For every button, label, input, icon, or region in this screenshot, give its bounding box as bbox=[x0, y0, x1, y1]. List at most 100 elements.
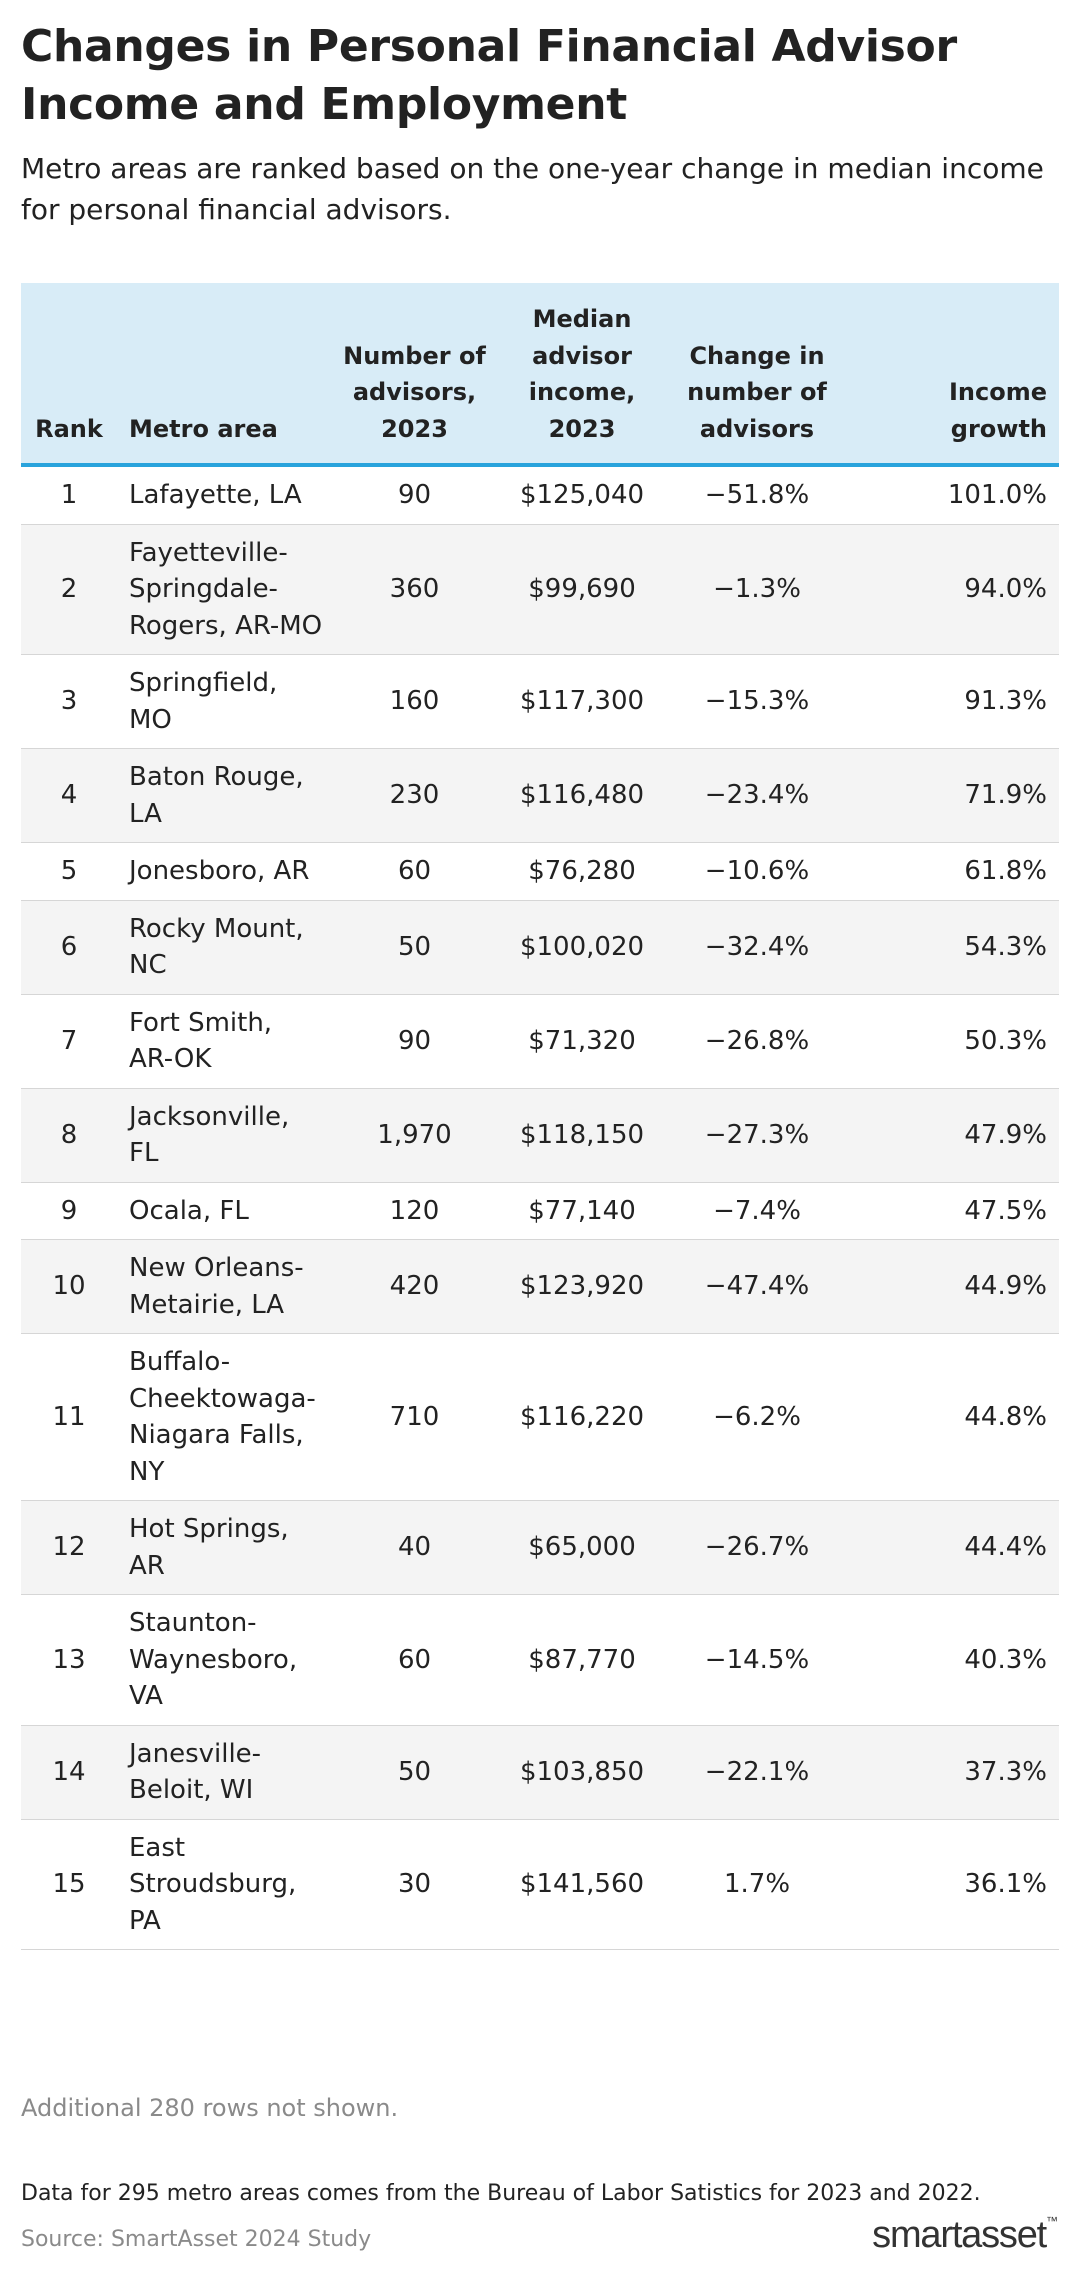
number-of-advisors-cell: 120 bbox=[389, 1195, 440, 1226]
income-growth-cell: 44.9% bbox=[964, 1271, 1047, 1302]
rank-cell: 5 bbox=[60, 856, 78, 886]
header-median-income: Median advisor income, 2023 bbox=[497, 283, 667, 465]
income-growth-cell: 50.3% bbox=[964, 1025, 1047, 1056]
income-growth-cell: 40.3% bbox=[964, 1644, 1047, 1675]
rank-cell: 2 bbox=[60, 574, 78, 604]
number-of-advisors-cell: 90 bbox=[397, 1025, 432, 1056]
income-growth-cell: 94.0% bbox=[964, 574, 1047, 604]
trademark-mark: ™ bbox=[1046, 2214, 1058, 2228]
table-row: 3 Springfield, MO 160 $117,300 −15.3% 91.3% bbox=[21, 655, 1059, 749]
number-of-advisors-cell: 360 bbox=[389, 574, 440, 604]
metro-area-cell: Baton Rouge, LA bbox=[129, 762, 304, 829]
table-row: 14 Janesville-Beloit, WI 50 $103,850 −22.1% 3… bbox=[21, 1725, 1059, 1819]
change-in-advisors-cell: −7.4% bbox=[713, 1195, 801, 1226]
number-of-advisors-cell: 30 bbox=[397, 1869, 432, 1899]
metro-area-cell: Hot Springs, AR bbox=[129, 1514, 289, 1581]
median-income-cell: $125,040 bbox=[519, 480, 645, 510]
metro-area-cell: Buffalo-Cheektowaga-Niagara Falls, NY bbox=[129, 1347, 316, 1487]
income-growth-cell: 44.8% bbox=[964, 1401, 1047, 1432]
table-header-row: Rank Metro area Number of advisors, 2023… bbox=[21, 283, 1059, 465]
smartasset-logo: smartasset™ bbox=[872, 2214, 1058, 2257]
header-rank: Rank bbox=[21, 283, 117, 465]
number-of-advisors-cell: 1,970 bbox=[377, 1119, 452, 1150]
number-of-advisors-cell: 50 bbox=[397, 1756, 432, 1787]
median-income-cell: $117,300 bbox=[519, 686, 645, 717]
median-income-cell: $116,220 bbox=[519, 1401, 645, 1432]
median-income-cell: $123,920 bbox=[519, 1271, 645, 1302]
rank-cell: 9 bbox=[60, 1195, 78, 1226]
data-note: Data for 295 metro areas comes from the … bbox=[21, 2181, 981, 2206]
table-row: 6 Rocky Mount, NC 50 $100,020 −32.4% 54.3% bbox=[21, 900, 1059, 994]
income-growth-cell: 47.9% bbox=[964, 1119, 1047, 1150]
table-body: 1 Lafayette, LA 90 $125,040 −51.8% 101.0% 2 Fay… bbox=[21, 465, 1059, 1950]
metro-area-cell: Staunton-Waynesboro, VA bbox=[129, 1608, 298, 1711]
median-income-cell: $103,850 bbox=[519, 1756, 645, 1787]
source-note: Source: SmartAsset 2024 Study bbox=[21, 2227, 372, 2252]
rank-cell: 10 bbox=[52, 1271, 86, 1302]
table-row: 4 Baton Rouge, LA 230 $116,480 −23.4% 71.9% bbox=[21, 748, 1059, 843]
change-in-advisors-cell: −22.1% bbox=[704, 1756, 810, 1787]
change-in-advisors-cell: −32.4% bbox=[704, 931, 810, 962]
header-income-growth: Income growth bbox=[847, 283, 1059, 465]
table-row: 9 Ocala, FL 120 $77,140 −7.4% 47.5% bbox=[21, 1182, 1059, 1240]
metro-area-cell: Ocala, FL bbox=[129, 1195, 249, 1226]
change-in-advisors-cell: −26.8% bbox=[704, 1025, 810, 1056]
rank-cell: 3 bbox=[60, 686, 78, 717]
income-growth-cell: 36.1% bbox=[964, 1869, 1047, 1899]
income-growth-cell: 91.3% bbox=[964, 686, 1047, 717]
median-income-cell: $76,280 bbox=[528, 856, 636, 886]
change-in-advisors-cell: −15.3% bbox=[704, 686, 810, 717]
table-row: 5 Jonesboro, AR 60 $76,280 −10.6% 61.8% bbox=[21, 843, 1059, 900]
number-of-advisors-cell: 230 bbox=[389, 780, 440, 811]
metro-area-cell: Rocky Mount, NC bbox=[129, 913, 304, 981]
rank-cell: 1 bbox=[60, 480, 78, 510]
income-growth-cell: 37.3% bbox=[964, 1756, 1047, 1787]
change-in-advisors-cell: −47.4% bbox=[704, 1271, 810, 1302]
number-of-advisors-cell: 60 bbox=[397, 1644, 432, 1675]
header-number-of-advisors: Number of advisors, 2023 bbox=[332, 283, 497, 465]
rank-cell: 12 bbox=[52, 1532, 86, 1563]
metro-area-cell: Lafayette, LA bbox=[129, 480, 302, 510]
metro-area-cell: Springfield, MO bbox=[129, 668, 278, 735]
median-income-cell: $116,480 bbox=[519, 780, 645, 811]
table-row: 10 New Orleans-Metairie, LA 420 $123,920 −47… bbox=[21, 1239, 1059, 1334]
change-in-advisors-cell: −51.8% bbox=[704, 480, 810, 510]
median-income-cell: $118,150 bbox=[519, 1119, 645, 1150]
number-of-advisors-cell: 160 bbox=[389, 686, 440, 717]
metro-area-cell: Jacksonville, FL bbox=[129, 1101, 290, 1169]
rank-cell: 8 bbox=[60, 1119, 78, 1150]
metro-area-cell: Janesville-Beloit, WI bbox=[129, 1738, 262, 1806]
rank-cell: 11 bbox=[52, 1401, 86, 1432]
median-income-cell: $87,770 bbox=[528, 1644, 636, 1675]
chart-title: Changes in Personal Financial Advisor In… bbox=[21, 21, 957, 130]
chart-subtitle: Metro areas are ranked based on the one-… bbox=[21, 152, 1044, 226]
table-row: 7 Fort Smith, AR-OK 90 $71,320 −26.8% 50.3% bbox=[21, 994, 1059, 1088]
income-growth-cell: 47.5% bbox=[964, 1195, 1047, 1226]
logo-text: smartasset bbox=[872, 2214, 1047, 2256]
median-income-cell: $65,000 bbox=[528, 1532, 636, 1563]
median-income-cell: $100,020 bbox=[519, 931, 645, 962]
income-growth-cell: 54.3% bbox=[964, 931, 1047, 962]
header-change-in-advisors: Change in number of advisors bbox=[667, 283, 847, 465]
change-in-advisors-cell: −6.2% bbox=[713, 1401, 801, 1432]
data-table: Rank Metro area Number of advisors, 2023… bbox=[21, 283, 1059, 1950]
median-income-cell: $77,140 bbox=[528, 1195, 636, 1226]
number-of-advisors-cell: 90 bbox=[397, 480, 432, 510]
metro-area-cell: East Stroudsburg, PA bbox=[129, 1832, 297, 1936]
change-in-advisors-cell: 1.7% bbox=[723, 1869, 791, 1899]
number-of-advisors-cell: 710 bbox=[389, 1401, 440, 1432]
income-growth-cell: 71.9% bbox=[964, 780, 1047, 811]
rank-cell: 4 bbox=[60, 780, 78, 811]
metro-area-cell: Fort Smith, AR-OK bbox=[129, 1007, 273, 1075]
number-of-advisors-cell: 60 bbox=[397, 856, 432, 886]
number-of-advisors-cell: 420 bbox=[389, 1271, 440, 1302]
number-of-advisors-cell: 40 bbox=[397, 1532, 432, 1563]
number-of-advisors-cell: 50 bbox=[397, 931, 432, 962]
table-row: 2 Fayetteville-Springdale-Rogers, AR-MO 36… bbox=[21, 524, 1059, 655]
rank-cell: 14 bbox=[52, 1756, 86, 1787]
change-in-advisors-cell: −1.3% bbox=[713, 574, 801, 604]
change-in-advisors-cell: −10.6% bbox=[704, 856, 810, 886]
income-growth-cell: 61.8% bbox=[964, 856, 1047, 886]
metro-area-cell: New Orleans-Metairie, LA bbox=[129, 1253, 304, 1320]
change-in-advisors-cell: −26.7% bbox=[704, 1532, 810, 1563]
